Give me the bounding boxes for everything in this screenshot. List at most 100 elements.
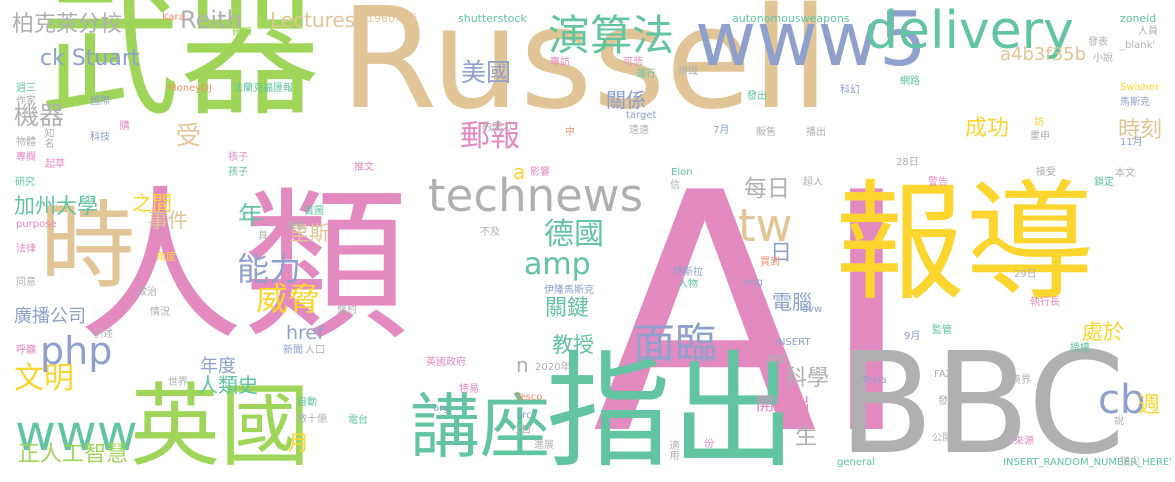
word-cloud-term: 之間 [132,191,172,215]
word-cloud-term: 月 [288,431,309,455]
word-cloud-term: amp [524,247,591,282]
word-cloud-term: 國際 [90,96,110,107]
word-cloud-term: 專家 [286,221,306,232]
word-cloud-term: 加州大學 [14,194,98,218]
word-cloud-term: 柏克萊分校 [12,12,123,37]
word-cloud-term: 29日 [1014,269,1037,280]
word-cloud-term: autonomousweapons [732,12,850,25]
word-cloud-term: 進展 [534,440,554,451]
word-cloud-term: a4b3f35b [1000,44,1087,65]
word-cloud-term: 能力 [237,250,302,288]
word-cloud-term: 物體 [16,137,36,148]
word-cloud-term: 威脅 [256,280,321,318]
word-cloud-term: 英國 [130,374,310,479]
word-cloud-term: 發展 [938,396,958,407]
word-cloud-term: 指出 [546,340,796,482]
word-cloud-term: technews [428,169,644,222]
word-cloud-term: 頂尖 [1120,457,1140,468]
word-cloud-term: 28日 [896,157,919,168]
word-cloud-term: 面臨 [633,319,718,368]
word-cloud-term: 網路 [900,76,920,87]
word-cloud-term: 首圖 [304,206,324,217]
word-cloud-term: 年 [238,201,264,230]
word-cloud-term: 引述 [93,329,113,340]
word-cloud-term: 開發出 [756,394,810,415]
word-cloud-term: 年度 [200,356,236,377]
word-cloud-term: 條約 [337,305,357,316]
word-cloud-term: 孩子 [228,167,248,178]
word-cloud-term: target [626,110,657,121]
word-cloud-term: 超人 [803,177,823,188]
word-cloud-term: tw [738,199,793,252]
word-cloud-term: 授權 [1070,343,1090,354]
word-cloud-term: INSERT [775,337,811,348]
word-cloud-term: 鎖定 [1094,177,1114,188]
word-cloud-term: 廣播公司 [14,306,86,327]
word-cloud-term: 人類 [78,171,408,363]
word-cloud-term: 法律 [16,244,36,255]
word-cloud-term: FAZ [934,369,953,380]
word-cloud-term: 德國 [544,217,604,252]
word-cloud-term: 7月 [713,125,730,136]
word-cloud-term: 週 [1138,393,1161,418]
word-cloud-term: 受 [176,121,202,150]
word-cloud-term: 數十億 [297,414,327,425]
word-cloud-term: Swisher [1120,82,1160,93]
word-cloud-term: 中 [565,127,575,138]
word-cloud-term: 正人工智慧 [18,442,129,467]
word-cloud-term: 關鍵 [545,296,590,321]
word-cloud-term: 影響 [530,167,550,178]
word-cloud-term: 信 [670,180,680,191]
word-cloud-term: 發表 [1088,37,1108,48]
word-cloud-term: 法蘭克福匯報 [233,83,293,94]
word-cloud-term: 英國政府 [426,357,466,368]
word-cloud-term: 專訪 [550,57,570,68]
word-cloud-term: 發出 [747,91,767,102]
word-cloud-term: delivery [865,1,1074,61]
word-cloud-term: cb [1098,377,1146,423]
word-cloud-term: Russell [340,0,830,141]
word-cloud-term: 世界 [168,377,188,388]
word-cloud-term: 人類史 [198,373,258,397]
word-cloud-term: 核子 [228,152,248,163]
word-cloud-term: Elon [671,167,693,178]
word-cloud-term: 電台 [348,415,368,426]
word-cloud-term: 具 [258,231,268,242]
word-cloud-term: 可悲 [623,57,643,68]
word-cloud-term: shutterstock [458,12,527,25]
word-cloud-term: 小說 [1093,53,1113,64]
word-cloud-term: avw [802,304,823,315]
word-cloud-term: 里斯 [289,221,329,245]
word-cloud-term: 份 [704,439,714,450]
word-cloud-term: 境界 [1011,375,1031,386]
word-cloud-term: 馬斯克 [1120,97,1150,108]
word-cloud-term: _blank' [1120,40,1156,51]
word-cloud-term: img [744,277,763,288]
word-cloud-term: 伊隆馬斯克 [544,285,594,296]
word-cloud-term: 處於 [1082,320,1124,344]
word-cloud-term: 時 [40,192,136,302]
word-cloud-term: 知名 [42,128,53,148]
word-cloud-term: 文明 [14,361,74,396]
word-cloud-term: 不及 [480,227,500,238]
word-cloud-term: 每日 [744,176,790,202]
word-cloud-term: Kara [162,12,185,23]
word-cloud-term: 推文 [354,162,374,173]
word-cloud-term: 接受 [1036,167,1056,178]
word-cloud-term: 關係 [606,88,646,112]
word-cloud-term: 報導 [835,167,1096,319]
word-cloud-term: 角度 [156,252,176,263]
word-cloud-term: 成功 [965,116,1010,141]
word-cloud-term: 武器 [40,0,321,136]
word-cloud-term: zoneid [1120,12,1157,25]
word-cloud-term: 同意 [16,277,36,288]
word-cloud-term: 科幻 [840,85,860,96]
word-cloud-term: 遠遠 [629,125,649,136]
word-cloud-term: 買到 [760,257,780,268]
word-cloud-term: Tesla [862,375,887,386]
word-cloud-term: 教授 [552,333,594,357]
word-cloud-term: 作家 [16,96,36,107]
word-cloud-term: 公開 [932,433,952,444]
word-cloud-term: 1日 [515,425,532,436]
word-cloud-term: 時刻 [1118,118,1163,143]
